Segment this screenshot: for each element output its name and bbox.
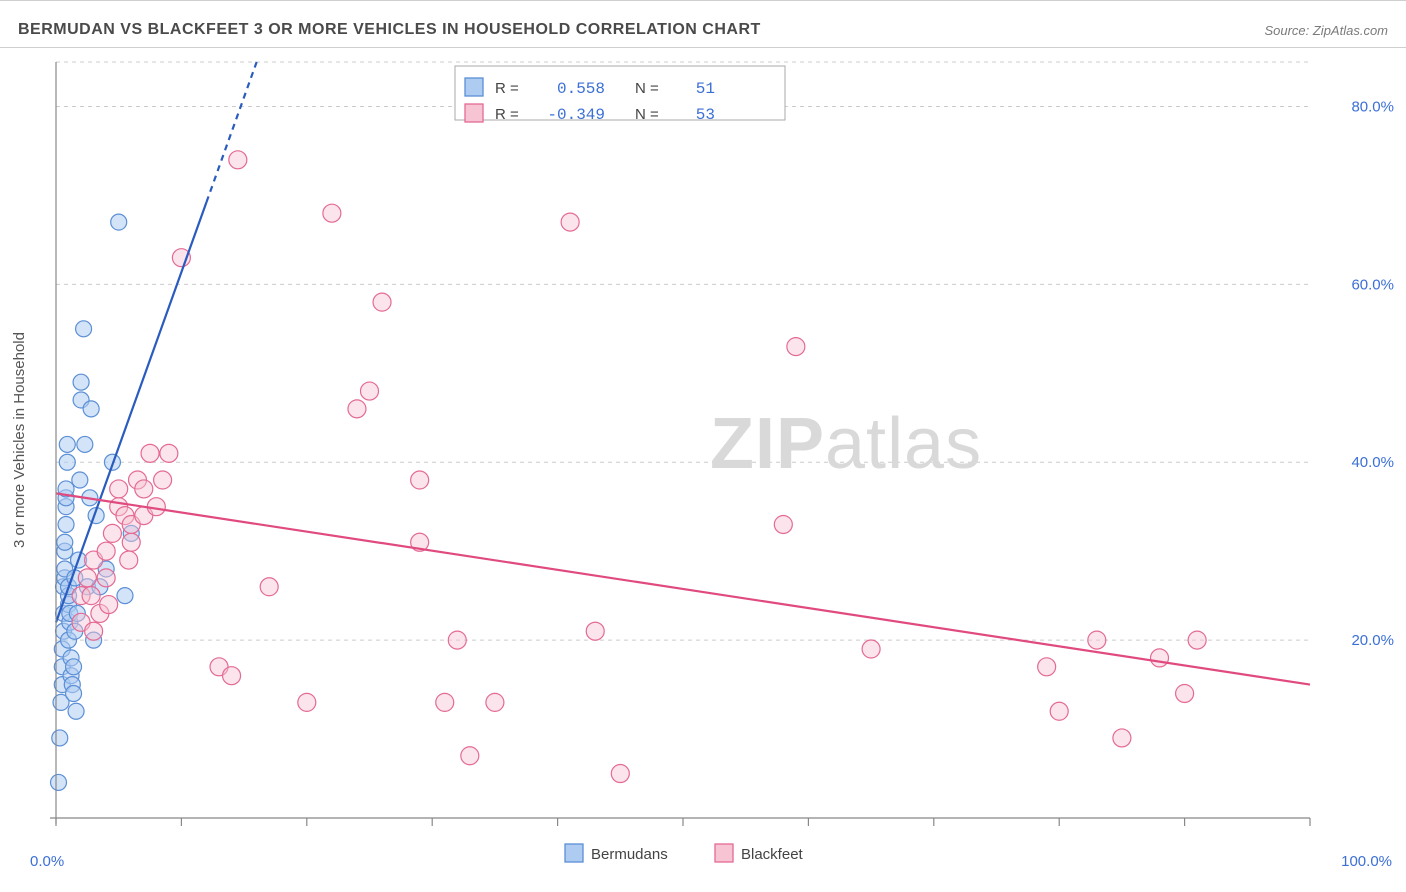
y-tick-label: 20.0% <box>1351 632 1394 649</box>
scatter-point <box>298 693 316 711</box>
scatter-point <box>120 551 138 569</box>
bottom-legend-swatch <box>715 844 733 862</box>
scatter-point <box>110 480 128 498</box>
legend-r-label: R = <box>495 106 519 123</box>
scatter-point <box>1188 631 1206 649</box>
plot-area: 20.0% 40.0% 60.0% 80.0% ZIPatlas 0.0% 100.0% 3 … <box>0 48 1406 892</box>
scatter-point <box>611 765 629 783</box>
scatter-point <box>436 693 454 711</box>
legend-n-label: N = <box>635 106 659 123</box>
bottom-legend-label: Bermudans <box>591 846 668 863</box>
y-tick-label: 80.0% <box>1351 98 1394 115</box>
trend-line-blackfeet <box>56 493 1310 684</box>
watermark: ZIPatlas <box>710 404 982 484</box>
scatter-point <box>361 382 379 400</box>
scatter-point <box>76 321 92 337</box>
legend-n-value: 53 <box>696 106 715 124</box>
x-tick-label: 0.0% <box>30 853 64 870</box>
scatter-point <box>160 444 178 462</box>
scatter-point <box>66 685 82 701</box>
scatter-point <box>78 569 96 587</box>
scatter-point <box>1038 658 1056 676</box>
scatter-point <box>59 454 75 470</box>
scatter-point <box>1088 631 1106 649</box>
scatter-point <box>97 569 115 587</box>
scatter-point <box>103 524 121 542</box>
legend-r-value: 0.558 <box>557 80 605 98</box>
scatter-point <box>229 151 247 169</box>
scatter-point <box>561 213 579 231</box>
scatter-point <box>448 631 466 649</box>
scatter-point <box>82 587 100 605</box>
scatter-point <box>51 774 67 790</box>
x-tick-label: 100.0% <box>1341 853 1392 870</box>
scatter-point <box>83 401 99 417</box>
scatter-point <box>52 730 68 746</box>
scatter-point <box>72 472 88 488</box>
y-tick-label: 60.0% <box>1351 276 1394 293</box>
scatter-point <box>1176 684 1194 702</box>
scatter-point <box>774 515 792 533</box>
trend-line-bermudans-dash <box>206 62 256 202</box>
scatter-point <box>58 516 74 532</box>
scatter-point <box>1151 649 1169 667</box>
scatter-point <box>122 533 140 551</box>
scatter-point <box>135 480 153 498</box>
chart-header: BERMUDAN VS BLACKFEET 3 OR MORE VEHICLES… <box>0 0 1406 48</box>
scatter-point <box>787 338 805 356</box>
scatter-point <box>68 703 84 719</box>
scatter-point <box>77 436 93 452</box>
scatter-point <box>260 578 278 596</box>
scatter-point <box>486 693 504 711</box>
scatter-point <box>461 747 479 765</box>
scatter-point <box>348 400 366 418</box>
scatter-point <box>1050 702 1068 720</box>
legend-n-value: 51 <box>696 80 715 98</box>
scatter-point <box>57 534 73 550</box>
legend-swatch <box>465 104 483 122</box>
chart-source: Source: ZipAtlas.com <box>1264 23 1388 38</box>
scatter-point <box>97 542 115 560</box>
bottom-legend-swatch <box>565 844 583 862</box>
scatter-point <box>100 596 118 614</box>
scatter-point <box>373 293 391 311</box>
y-tick-label: 40.0% <box>1351 454 1394 471</box>
chart-title: BERMUDAN VS BLACKFEET 3 OR MORE VEHICLES… <box>18 21 761 39</box>
legend-n-label: N = <box>635 80 659 97</box>
scatter-point <box>141 444 159 462</box>
bottom-legend-label: Blackfeet <box>741 846 804 863</box>
scatter-point <box>59 436 75 452</box>
scatter-point <box>223 667 241 685</box>
scatter-point <box>66 659 82 675</box>
legend-r-value: -0.349 <box>547 106 605 124</box>
scatter-point <box>586 622 604 640</box>
scatter-point <box>73 374 89 390</box>
scatter-point <box>862 640 880 658</box>
scatter-point <box>117 588 133 604</box>
legend-swatch <box>465 78 483 96</box>
scatter-point <box>411 471 429 489</box>
scatter-point <box>154 471 172 489</box>
scatter-point <box>111 214 127 230</box>
scatter-point <box>85 622 103 640</box>
scatter-chart: 20.0% 40.0% 60.0% 80.0% ZIPatlas 0.0% 100.0% 3 … <box>0 48 1406 892</box>
y-axis-title: 3 or more Vehicles in Household <box>11 332 28 548</box>
legend-r-label: R = <box>495 80 519 97</box>
scatter-point <box>1113 729 1131 747</box>
scatter-point <box>323 204 341 222</box>
